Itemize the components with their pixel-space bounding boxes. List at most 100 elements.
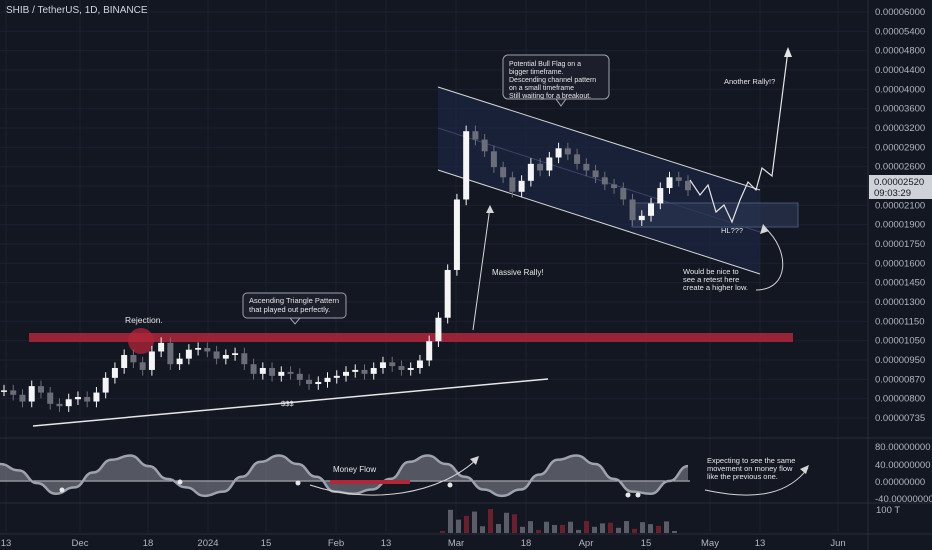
- candle[interactable]: [148, 351, 155, 370]
- triangle-support-line[interactable]: [32, 378, 549, 427]
- candle[interactable]: [611, 184, 618, 189]
- candle[interactable]: [592, 170, 599, 178]
- candle[interactable]: [56, 403, 63, 407]
- candle[interactable]: [629, 199, 636, 221]
- channel-upper-line[interactable]: [437, 86, 761, 191]
- candle[interactable]: [463, 131, 470, 200]
- candle[interactable]: [19, 394, 26, 402]
- candle[interactable]: [176, 358, 183, 365]
- candle[interactable]: [481, 139, 488, 152]
- candle[interactable]: [564, 148, 571, 155]
- candle[interactable]: [648, 203, 655, 216]
- candle[interactable]: [278, 371, 285, 376]
- candle[interactable]: [213, 351, 220, 359]
- candle[interactable]: [444, 269, 451, 318]
- expect-arrow: [704, 467, 809, 496]
- candle[interactable]: [527, 163, 534, 181]
- candle[interactable]: [657, 188, 664, 204]
- candle[interactable]: [121, 355, 128, 368]
- candle[interactable]: [37, 386, 44, 393]
- rejection-marker[interactable]: [128, 328, 154, 354]
- candle[interactable]: [361, 369, 368, 374]
- candle[interactable]: [204, 347, 211, 352]
- symbol-title[interactable]: SHIB / TetherUS, 1D, BINANCE: [6, 5, 148, 16]
- candles: [1, 125, 691, 412]
- candle[interactable]: [666, 177, 673, 189]
- candle[interactable]: [620, 188, 627, 200]
- candle[interactable]: [269, 367, 276, 376]
- money-flow-arrowhead: [470, 456, 479, 465]
- candle[interactable]: [1, 390, 7, 392]
- candle[interactable]: [370, 367, 377, 374]
- candle[interactable]: [601, 177, 608, 185]
- candle[interactable]: [416, 360, 423, 368]
- candle[interactable]: [185, 349, 192, 359]
- candle[interactable]: [232, 353, 239, 356]
- candle[interactable]: [10, 390, 17, 395]
- candle[interactable]: [250, 364, 257, 374]
- candle[interactable]: [324, 377, 331, 382]
- retest-zone[interactable]: [631, 202, 799, 228]
- candle[interactable]: [426, 341, 433, 361]
- candle[interactable]: [509, 177, 516, 192]
- candle[interactable]: [685, 180, 691, 191]
- candle[interactable]: [379, 362, 386, 368]
- candle[interactable]: [195, 347, 202, 350]
- candle[interactable]: [167, 342, 174, 365]
- candle[interactable]: [352, 369, 359, 372]
- money-flow-oscillator[interactable]: [0, 454, 809, 498]
- candle[interactable]: [389, 362, 396, 367]
- candle[interactable]: [555, 148, 562, 158]
- candle[interactable]: [407, 367, 414, 370]
- candle[interactable]: [74, 396, 81, 400]
- candle[interactable]: [28, 386, 35, 402]
- candle[interactable]: [65, 399, 72, 407]
- candle[interactable]: [315, 381, 322, 385]
- candle[interactable]: [675, 177, 682, 181]
- volume-bars: [440, 509, 677, 533]
- candle[interactable]: [241, 353, 248, 365]
- price-tick-label: 0.00004800: [875, 46, 925, 57]
- candle[interactable]: [287, 371, 294, 374]
- candle[interactable]: [537, 163, 544, 171]
- oscillator-axis[interactable]: 80.00000000 40.00000000 0.00000000 -40.0000…: [875, 442, 932, 505]
- candle[interactable]: [490, 151, 497, 168]
- candle[interactable]: [158, 342, 165, 352]
- candle[interactable]: [398, 366, 405, 370]
- volume-bar: [480, 526, 485, 533]
- candle[interactable]: [435, 317, 442, 342]
- resistance-zone[interactable]: [29, 333, 793, 342]
- candle[interactable]: [139, 362, 146, 370]
- candle[interactable]: [130, 355, 137, 363]
- channel-lower-line[interactable]: [437, 169, 761, 275]
- candle[interactable]: [84, 396, 91, 402]
- candle[interactable]: [472, 131, 479, 140]
- projection-path[interactable]: [689, 49, 789, 224]
- money-flow-arrow: [309, 457, 479, 496]
- candle[interactable]: [574, 154, 581, 164]
- time-axis[interactable]: 13 Dec 18 2024 15 Feb 13 Mar 18 Apr 15 May 13 Jun: [1, 538, 846, 549]
- triangle-callout[interactable]: Ascending Triangle Pattern that played o…: [242, 292, 347, 325]
- candle[interactable]: [546, 157, 553, 171]
- candle[interactable]: [333, 375, 340, 378]
- candle[interactable]: [111, 367, 118, 378]
- candle[interactable]: [296, 373, 303, 380]
- candle[interactable]: [93, 392, 100, 402]
- candle[interactable]: [638, 215, 645, 221]
- bull-flag-line-3: Descending channel pattern: [509, 77, 596, 84]
- volume-bar: [528, 521, 533, 533]
- candle[interactable]: [102, 377, 109, 393]
- candle[interactable]: [518, 180, 525, 192]
- candle[interactable]: [453, 199, 460, 270]
- candle[interactable]: [47, 392, 54, 404]
- candle[interactable]: [306, 379, 313, 385]
- candle[interactable]: [583, 163, 590, 171]
- candle[interactable]: [500, 167, 507, 178]
- price-tick-label: 0.00003200: [875, 123, 925, 134]
- candle[interactable]: [259, 367, 266, 374]
- candle[interactable]: [343, 371, 349, 376]
- candle[interactable]: [222, 355, 229, 359]
